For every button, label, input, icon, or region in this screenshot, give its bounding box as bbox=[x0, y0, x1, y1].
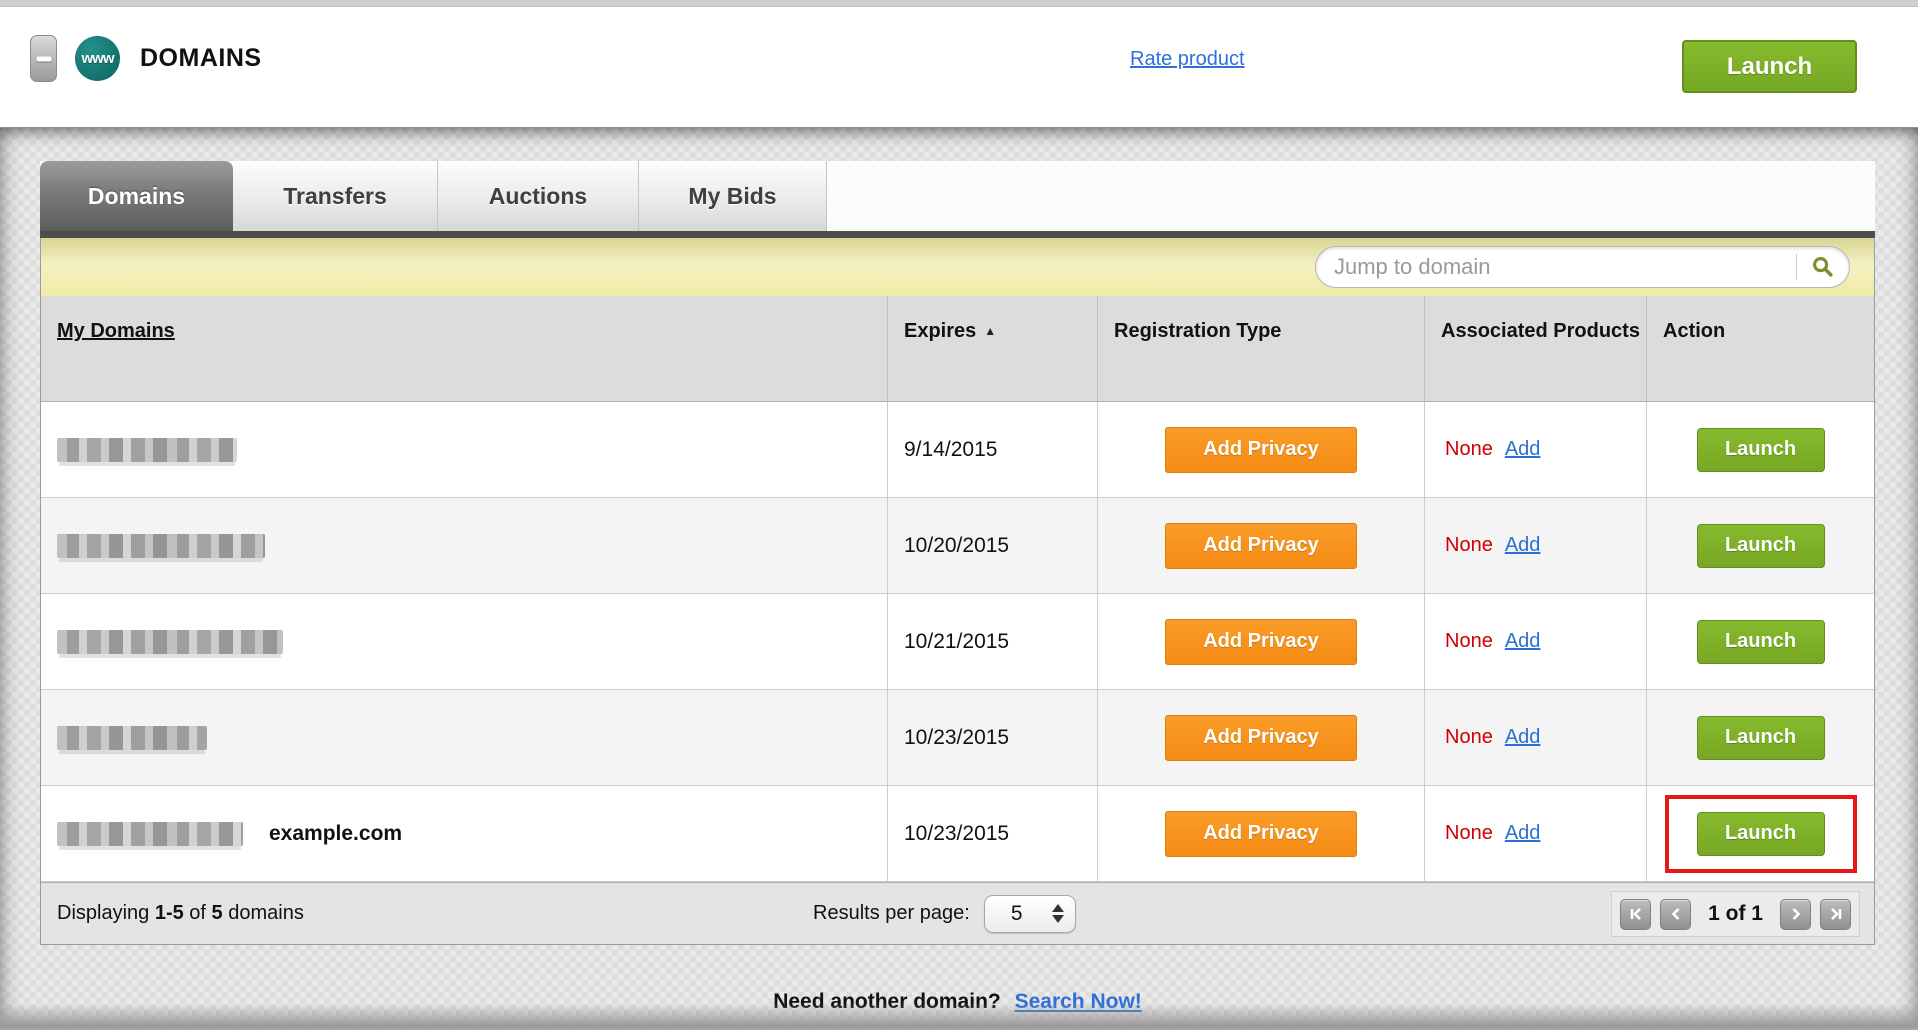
bottom-shadow bbox=[0, 1003, 1918, 1030]
table-row: 10/21/2015 Add Privacy None Add Launch bbox=[41, 594, 1874, 690]
jump-to-domain-input[interactable] bbox=[1316, 254, 1796, 280]
domain-annotation: example.com bbox=[269, 821, 403, 845]
search-divider bbox=[1796, 254, 1797, 280]
launch-button[interactable]: Launch bbox=[1696, 427, 1825, 472]
last-page-button[interactable] bbox=[1820, 898, 1851, 930]
launch-button[interactable]: Launch bbox=[1696, 619, 1825, 664]
column-header-action: Action bbox=[1663, 320, 1726, 342]
magnifier-icon bbox=[1813, 257, 1833, 277]
tab-bar-spacer bbox=[827, 161, 1875, 231]
first-page-button[interactable] bbox=[1620, 898, 1652, 930]
associated-none-label: None bbox=[1445, 438, 1493, 460]
page-status: 1 of 1 bbox=[1708, 902, 1763, 925]
expires-cell: 10/21/2015 bbox=[888, 594, 1098, 689]
add-product-link[interactable]: Add bbox=[1504, 822, 1541, 844]
associated-none-label: None bbox=[1445, 822, 1493, 844]
associated-none-label: None bbox=[1445, 726, 1493, 748]
column-header-my-domains[interactable]: My Domains bbox=[41, 296, 888, 401]
column-header-expires[interactable]: Expires ▲ bbox=[888, 296, 1098, 401]
rate-product-link[interactable]: Rate product bbox=[1130, 48, 1245, 70]
expires-cell: 9/14/2015 bbox=[888, 402, 1098, 497]
results-per-page: Results per page: 5 bbox=[813, 883, 1076, 944]
tab-bar: Domains Transfers Auctions My Bids bbox=[40, 161, 1875, 231]
previous-page-button[interactable] bbox=[1660, 898, 1692, 930]
add-privacy-button[interactable]: Add Privacy bbox=[1165, 714, 1357, 761]
domains-panel: Domains Transfers Auctions My Bids bbox=[40, 161, 1875, 945]
search-button[interactable] bbox=[1797, 247, 1849, 287]
redacted-domain bbox=[57, 821, 243, 846]
chevron-right-icon bbox=[1792, 908, 1800, 920]
content-background: Domains Transfers Auctions My Bids bbox=[0, 127, 1918, 1030]
add-privacy-button[interactable]: Add Privacy bbox=[1165, 426, 1357, 473]
tab-auctions[interactable]: Auctions bbox=[438, 161, 639, 231]
table-row: 10/23/2015 Add Privacy None Add Launch bbox=[41, 690, 1874, 786]
collapse-panel-button[interactable] bbox=[30, 35, 57, 82]
table-row: 9/14/2015 Add Privacy None Add Launch bbox=[41, 402, 1874, 498]
launch-button[interactable]: Launch bbox=[1696, 523, 1825, 568]
table-header-row: My Domains Expires ▲ Registration Type As… bbox=[41, 296, 1874, 402]
redacted-domain bbox=[57, 533, 265, 558]
add-product-link[interactable]: Add bbox=[1504, 534, 1541, 556]
tab-transfers[interactable]: Transfers bbox=[233, 161, 438, 231]
tab-bottom-bar bbox=[40, 231, 1875, 238]
launch-button-highlighted[interactable]: Launch bbox=[1696, 811, 1825, 856]
column-header-associated-products: Associated Products bbox=[1425, 296, 1647, 401]
minus-icon bbox=[36, 56, 51, 61]
highlight-red-box: Launch bbox=[1664, 794, 1857, 873]
expires-cell: 10/23/2015 bbox=[888, 786, 1098, 881]
table-row: 10/20/2015 Add Privacy None Add Launch bbox=[41, 498, 1874, 594]
window-top-strip bbox=[0, 0, 1918, 7]
pagination: 1 of 1 bbox=[1611, 891, 1860, 937]
associated-none-label: None bbox=[1445, 534, 1493, 556]
search-band bbox=[41, 238, 1874, 296]
www-domain-icon: www bbox=[75, 36, 120, 81]
displaying-status: Displaying 1-5 of 5 domains bbox=[57, 902, 304, 924]
tab-my-bids[interactable]: My Bids bbox=[639, 161, 827, 231]
redacted-domain bbox=[57, 629, 283, 654]
page-title: DOMAINS bbox=[140, 44, 262, 72]
app-header: www DOMAINS Rate product Launch bbox=[0, 8, 1918, 127]
launch-button-header[interactable]: Launch bbox=[1682, 40, 1857, 93]
redacted-domain bbox=[57, 437, 237, 462]
first-page-icon bbox=[1630, 908, 1641, 920]
chevron-left-icon bbox=[1671, 908, 1680, 920]
table-footer: Displaying 1-5 of 5 domains Results per … bbox=[41, 882, 1874, 944]
column-header-registration-type: Registration Type bbox=[1098, 296, 1425, 401]
panel-body: My Domains Expires▲ Registration Type As… bbox=[40, 238, 1875, 945]
table-row-example: example.com 10/23/2015 Add Privacy None … bbox=[41, 786, 1874, 882]
last-page-icon bbox=[1830, 908, 1841, 920]
results-per-page-select[interactable]: 5 bbox=[983, 894, 1076, 933]
expires-cell: 10/23/2015 bbox=[888, 690, 1098, 785]
add-product-link[interactable]: Add bbox=[1504, 438, 1541, 460]
associated-none-label: None bbox=[1445, 630, 1493, 652]
jump-to-domain-box bbox=[1315, 246, 1850, 288]
add-privacy-button[interactable]: Add Privacy bbox=[1165, 618, 1357, 665]
launch-button[interactable]: Launch bbox=[1696, 715, 1825, 760]
results-per-page-label: Results per page: bbox=[813, 902, 970, 924]
select-stepper-icon bbox=[1049, 904, 1075, 923]
add-product-link[interactable]: Add bbox=[1504, 630, 1541, 652]
redacted-domain bbox=[57, 725, 207, 750]
add-product-link[interactable]: Add bbox=[1504, 726, 1541, 748]
add-privacy-button[interactable]: Add Privacy bbox=[1165, 810, 1357, 857]
next-page-button[interactable] bbox=[1780, 898, 1811, 930]
expires-cell: 10/20/2015 bbox=[888, 498, 1098, 593]
sort-asc-icon: ▲ bbox=[984, 324, 997, 338]
tab-domains[interactable]: Domains bbox=[40, 161, 233, 231]
add-privacy-button[interactable]: Add Privacy bbox=[1165, 522, 1357, 569]
